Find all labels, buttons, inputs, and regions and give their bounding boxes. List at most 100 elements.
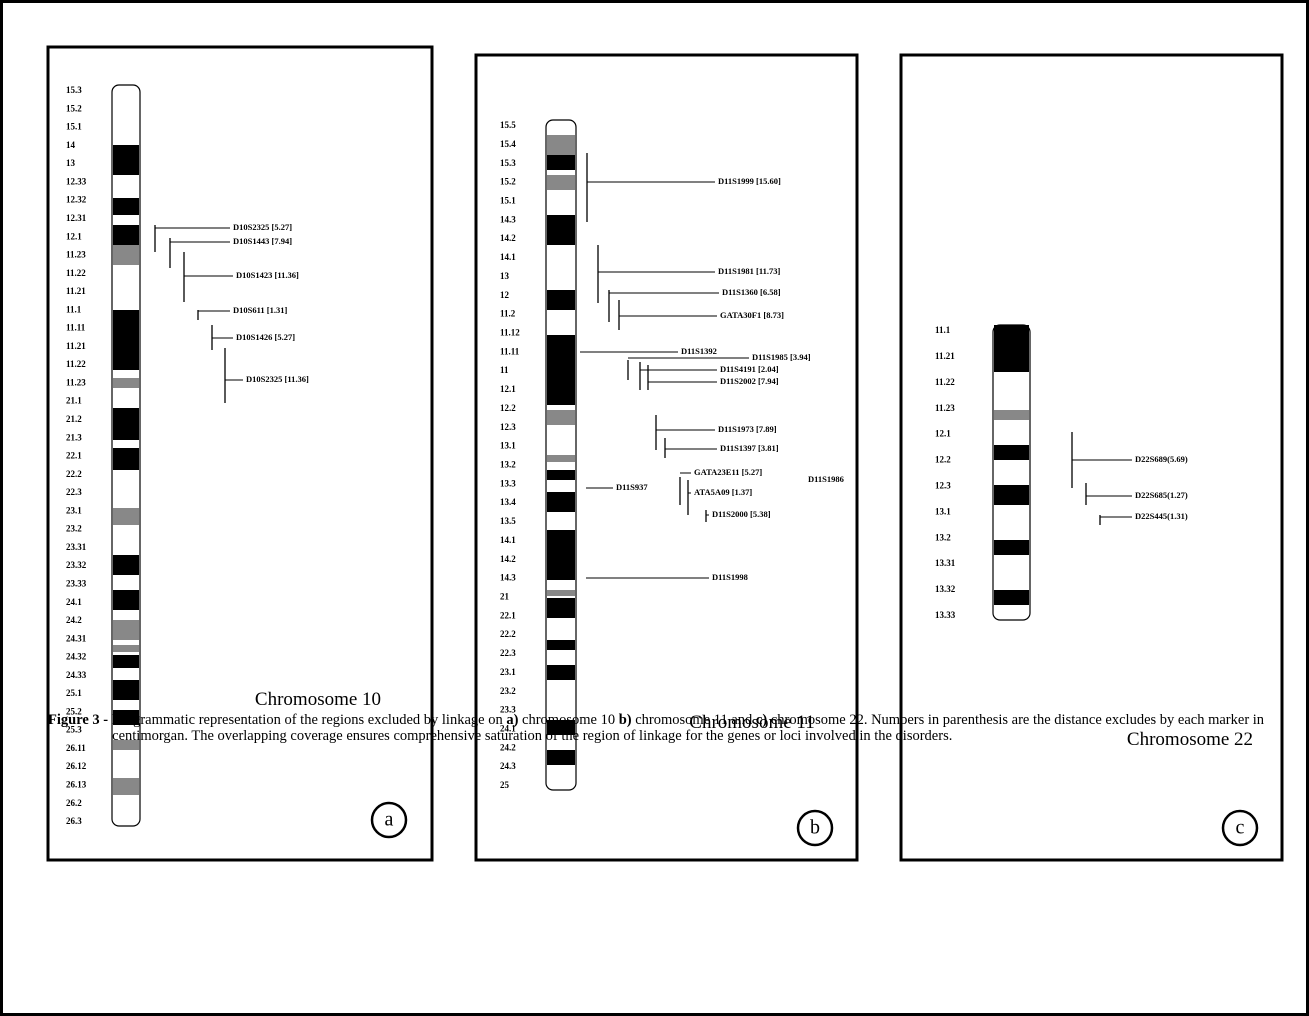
band-label: 23.1 — [500, 667, 516, 677]
band-gray — [547, 410, 575, 425]
band-label: 11.2 — [500, 309, 516, 319]
band-label: 23.31 — [66, 542, 87, 552]
band-label: 12.3 — [500, 422, 516, 432]
band-label: 15.5 — [500, 120, 516, 130]
band-label: 12.33 — [66, 176, 87, 186]
band-dark — [113, 555, 139, 575]
band-label: 12.1 — [500, 384, 516, 394]
band-label: 14.3 — [500, 214, 516, 224]
band-label: 11.11 — [500, 346, 520, 356]
caption-segment: a) — [506, 712, 518, 728]
band-dark — [113, 310, 139, 370]
band-dark — [547, 750, 575, 765]
band-label: 24.33 — [66, 670, 87, 680]
band-label: 21.3 — [66, 432, 82, 442]
marker-label: D10S1423 [11.36] — [236, 270, 299, 280]
band-label: 25 — [500, 780, 510, 790]
band-label: 11.23 — [66, 250, 86, 260]
marker-label: GATA30F1 [8.73] — [720, 310, 784, 320]
caption-text: Diagrammatic representation of the regio… — [112, 712, 1293, 744]
outer-border — [2, 2, 1308, 1015]
marker-label: D11S2000 [5.38] — [712, 509, 771, 519]
page: 15.315.215.1141312.3312.3212.3112.111.23… — [0, 0, 1309, 1016]
band-dark — [547, 598, 575, 618]
marker-label: D22S445(1.31) — [1135, 511, 1188, 521]
band-label: 13.5 — [500, 516, 516, 526]
band-dark — [547, 335, 575, 405]
marker-label: D10S611 [1.31] — [233, 305, 287, 315]
band-label: 24.3 — [500, 761, 516, 771]
band-label: 14.2 — [500, 554, 516, 564]
band-label: 13.32 — [935, 584, 956, 594]
band-label: 11.22 — [935, 377, 955, 387]
band-label: 24.32 — [66, 652, 87, 662]
chromosome-title: Chromosome 10 — [255, 689, 381, 710]
band-label: 25.1 — [66, 688, 82, 698]
band-gray — [113, 508, 139, 525]
band-label: 13.4 — [500, 497, 516, 507]
band-dark — [113, 225, 139, 245]
band-label: 12.2 — [935, 455, 951, 465]
band-label: 11.22 — [66, 268, 86, 278]
marker-label: D11S4191 [2.04] — [720, 364, 779, 374]
marker-label: D11S1973 [7.89] — [718, 424, 777, 434]
band-dark — [994, 590, 1029, 605]
band-label: 15.3 — [500, 158, 516, 168]
band-dark — [547, 640, 575, 650]
band-dark — [113, 408, 139, 440]
band-label: 22.3 — [500, 648, 516, 658]
band-label: 11 — [500, 365, 509, 375]
band-label: 13.2 — [500, 459, 516, 469]
band-label: 22.1 — [66, 451, 82, 461]
band-dark — [547, 215, 575, 245]
marker-label: D11S937 — [616, 482, 648, 492]
band-label: 13 — [500, 271, 510, 281]
band-dark — [994, 325, 1029, 372]
band-dark — [547, 470, 575, 480]
band-label: 12.2 — [500, 403, 516, 413]
band-label: 23.1 — [66, 505, 82, 515]
band-label: 11.1 — [66, 304, 82, 314]
band-gray — [547, 175, 575, 190]
marker-label: D11S1985 [3.94] — [752, 352, 811, 362]
caption-label: Figure 3 - — [48, 712, 112, 744]
band-label: 12.1 — [935, 429, 951, 439]
band-label: 12.31 — [66, 213, 87, 223]
band-dark — [547, 155, 575, 170]
marker-label: D11S1360 [6.58] — [722, 287, 781, 297]
band-label: 15.1 — [500, 195, 516, 205]
band-dark — [113, 448, 139, 470]
figure: 15.315.215.1141312.3312.3212.3112.111.23… — [0, 0, 1309, 1016]
band-label: 21 — [500, 591, 510, 601]
band-label: 12.3 — [935, 481, 951, 491]
band-dark — [994, 540, 1029, 555]
caption-segment: Diagrammatic representation of the regio… — [112, 712, 506, 728]
band-label: 23.2 — [66, 524, 82, 534]
band-label: 23.2 — [500, 686, 516, 696]
band-label: 26.13 — [66, 780, 87, 790]
marker-label: D11S2002 [7.94] — [720, 376, 779, 386]
band-label: 11.21 — [935, 351, 955, 361]
band-gray — [547, 590, 575, 596]
band-dark — [113, 680, 139, 700]
band-gray — [547, 455, 575, 462]
band-label: 14 — [66, 140, 76, 150]
band-label: 26.11 — [66, 743, 86, 753]
band-label: 11.23 — [935, 403, 955, 413]
band-dark — [547, 492, 575, 512]
band-dark — [113, 590, 139, 610]
marker-label: D11S1999 [15.60] — [718, 176, 781, 186]
marker-label: GATA23E11 [5.27] — [694, 467, 762, 477]
marker-label: D10S2325 [11.36] — [246, 374, 309, 384]
band-label: 22.2 — [500, 629, 516, 639]
band-label: 13.1 — [500, 441, 516, 451]
band-dark — [994, 445, 1029, 460]
marker-label: D22S689(5.69) — [1135, 454, 1188, 464]
band-dark — [994, 485, 1029, 505]
band-label: 15.4 — [500, 139, 516, 149]
band-label: 26.12 — [66, 761, 87, 771]
marker-label: D11S1998 — [712, 572, 748, 582]
band-gray — [994, 410, 1029, 420]
marker-label: D10S2325 [5.27] — [233, 222, 292, 232]
band-label: 13.2 — [935, 532, 951, 542]
